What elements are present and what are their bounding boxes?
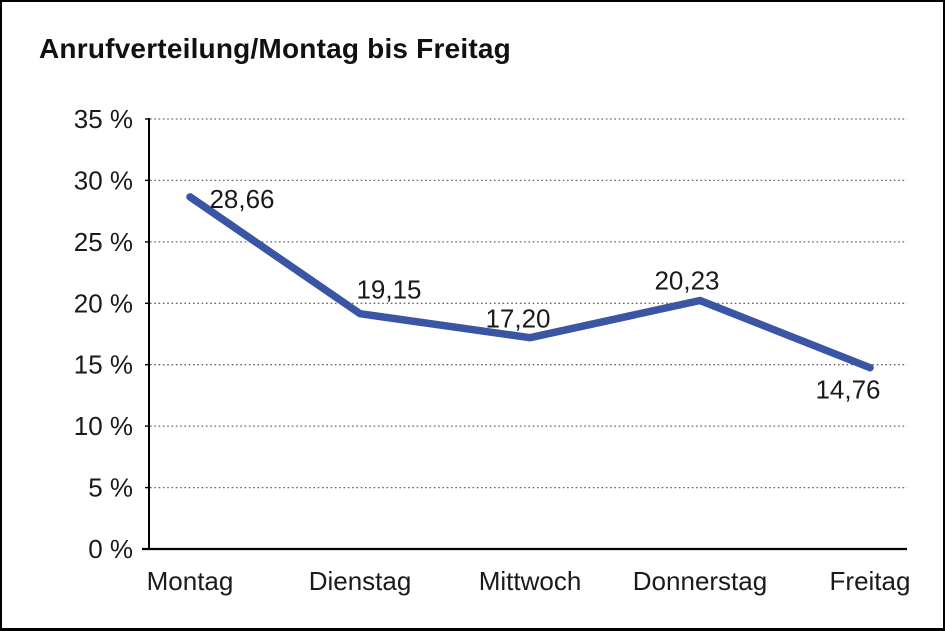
x-category-label: Mittwoch bbox=[479, 566, 582, 596]
data-point-label: 14,76 bbox=[815, 375, 880, 405]
y-tick-label: 10 % bbox=[74, 411, 133, 441]
data-point-label: 19,15 bbox=[356, 275, 421, 305]
series-line bbox=[186, 193, 874, 372]
y-tick-label: 25 % bbox=[74, 227, 133, 257]
x-category-label: Montag bbox=[147, 566, 234, 596]
y-tick-label: 30 % bbox=[74, 165, 133, 195]
y-tick-label: 20 % bbox=[74, 288, 133, 318]
data-point-label: 17,20 bbox=[485, 304, 550, 334]
y-tick-label: 0 % bbox=[88, 534, 133, 564]
x-category-label: Dienstag bbox=[309, 566, 412, 596]
data-point-label: 28,66 bbox=[209, 184, 274, 214]
x-category-label: Freitag bbox=[830, 566, 911, 596]
y-tick-label: 15 % bbox=[74, 350, 133, 380]
x-category-label: Donnerstag bbox=[633, 566, 767, 596]
chart-title: Anrufverteilung/Montag bis Freitag bbox=[39, 33, 511, 64]
y-tick-label: 5 % bbox=[88, 473, 133, 503]
data-point-label: 20,23 bbox=[654, 266, 719, 296]
y-tick-label: 35 % bbox=[74, 104, 133, 134]
